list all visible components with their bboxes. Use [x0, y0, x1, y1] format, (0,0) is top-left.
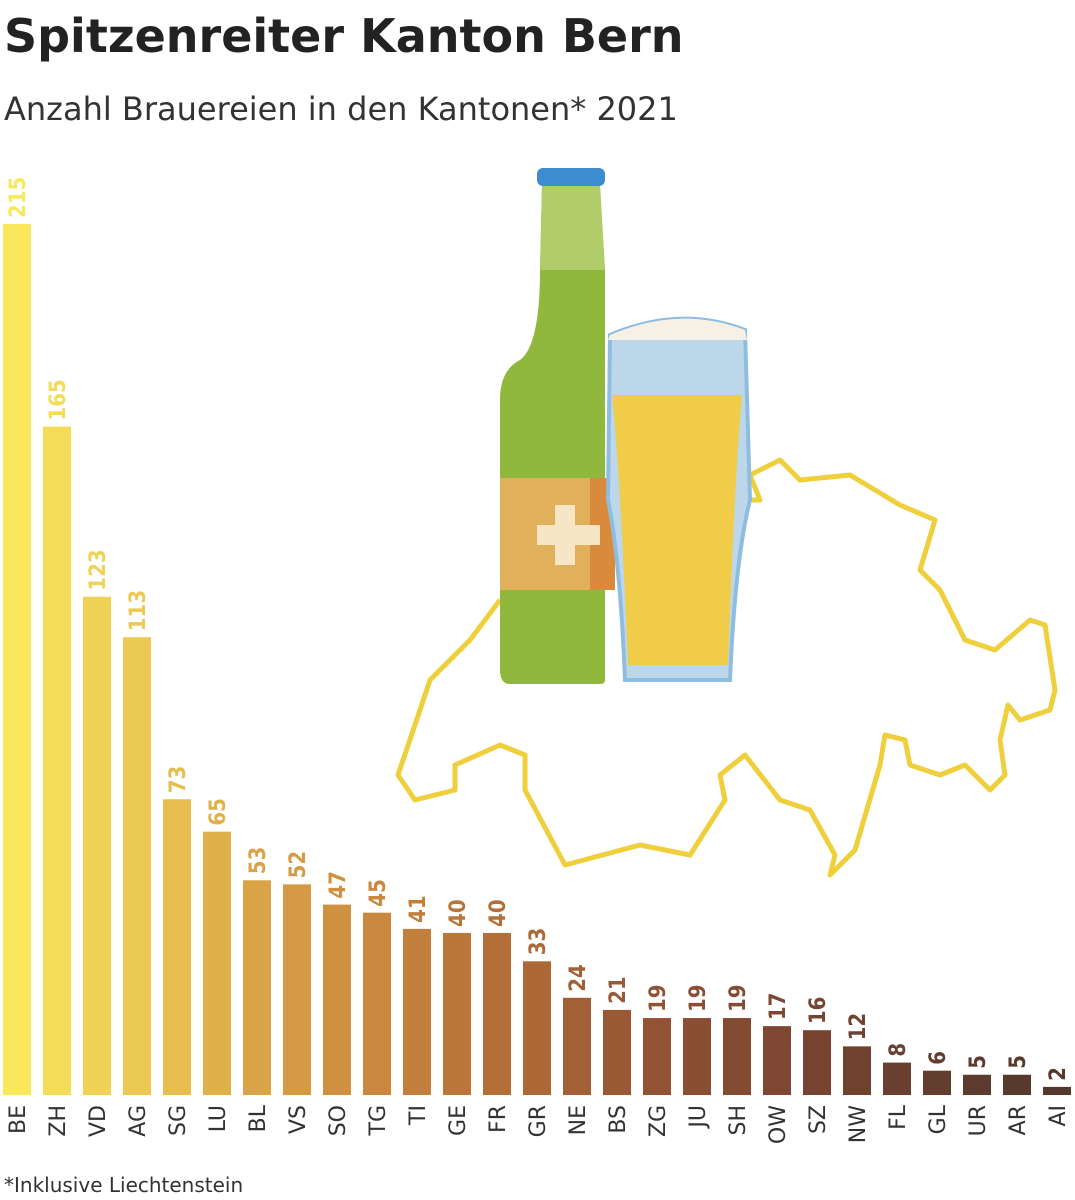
x-tick-label: UR: [966, 1105, 991, 1136]
x-tick-label: VD: [86, 1105, 111, 1137]
x-tick-label: ZH: [46, 1105, 71, 1137]
value-label: 19: [646, 984, 671, 1012]
value-label: 5: [1006, 1055, 1031, 1069]
bar: [603, 1009, 631, 1095]
bar: [163, 799, 191, 1095]
bar: [963, 1074, 991, 1095]
bar: [883, 1062, 911, 1095]
x-tick-label: GR: [526, 1105, 551, 1137]
bar: [643, 1018, 671, 1095]
value-label: 215: [6, 177, 31, 218]
value-label: 47: [326, 871, 351, 899]
value-label: 17: [766, 993, 791, 1021]
x-tick-label: TG: [366, 1105, 391, 1137]
bar: [803, 1030, 831, 1095]
x-tick-label: VS: [286, 1105, 311, 1134]
bar: [123, 637, 151, 1095]
x-tick-label: BS: [606, 1105, 631, 1134]
value-label: 41: [406, 895, 431, 923]
chart-title: Spitzenreiter Kanton Bern: [4, 9, 684, 63]
x-tick-label: NW: [846, 1105, 871, 1143]
bar: [843, 1046, 871, 1095]
bar: [1043, 1086, 1071, 1095]
value-label: 8: [886, 1043, 911, 1057]
value-label: 19: [726, 984, 751, 1012]
bar: [443, 932, 471, 1095]
x-tick-label: FL: [886, 1104, 911, 1130]
bar: [523, 961, 551, 1095]
bar: [403, 928, 431, 1095]
illustration: [395, 168, 1058, 878]
value-label: 165: [46, 379, 71, 420]
bar: [203, 831, 231, 1095]
value-label: 40: [486, 899, 511, 927]
value-label: 16: [806, 997, 831, 1025]
bar: [1003, 1074, 1031, 1095]
bar: [763, 1026, 791, 1095]
x-tick-label: FR: [486, 1105, 511, 1133]
bar: [3, 224, 31, 1095]
x-tick-label: SG: [166, 1105, 191, 1136]
x-tick-label: TI: [406, 1105, 431, 1126]
x-tick-label: AR: [1006, 1105, 1031, 1135]
x-tick-label: AG: [126, 1105, 151, 1137]
bar: [563, 997, 591, 1095]
x-tick-label: LU: [206, 1105, 231, 1132]
bar: [483, 932, 511, 1095]
x-tick-label: AI: [1046, 1105, 1071, 1127]
value-label: 40: [446, 899, 471, 927]
value-label: 33: [526, 928, 551, 956]
bar: [243, 880, 271, 1095]
value-label: 73: [166, 766, 191, 794]
x-tick-label: ZG: [646, 1105, 671, 1137]
value-label: 21: [606, 976, 631, 1004]
value-label: 52: [286, 851, 311, 879]
x-tick-label: OW: [766, 1105, 791, 1144]
footnote: *Inklusive Liechtenstein: [4, 1173, 243, 1197]
value-label: 19: [686, 984, 711, 1012]
value-label: 65: [206, 798, 231, 826]
bar: [323, 904, 351, 1095]
bar: [363, 912, 391, 1095]
value-label: 2: [1046, 1067, 1071, 1081]
x-tick-label: JU: [686, 1105, 711, 1130]
chart-subtitle: Anzahl Brauereien in den Kantonen* 2021: [4, 90, 678, 128]
x-tick-label: GL: [926, 1104, 951, 1134]
bar: [83, 596, 111, 1095]
bar: [923, 1070, 951, 1095]
value-label: 113: [126, 590, 151, 631]
bar: [723, 1018, 751, 1095]
bar: [683, 1018, 711, 1095]
bar: [283, 884, 311, 1095]
x-tick-label: BE: [6, 1105, 31, 1134]
x-tick-label: BL: [246, 1104, 271, 1132]
x-tick-label: SO: [326, 1105, 351, 1136]
x-tick-label: GE: [446, 1105, 471, 1136]
value-label: 12: [846, 1013, 871, 1041]
value-label: 24: [566, 964, 591, 992]
value-label: 45: [366, 879, 391, 907]
value-label: 6: [926, 1051, 951, 1065]
value-label: 53: [246, 847, 271, 875]
x-tick-label: SZ: [806, 1105, 831, 1134]
x-tick-label: SH: [726, 1105, 751, 1136]
bar: [43, 426, 71, 1096]
x-tick-label: NE: [566, 1105, 591, 1135]
value-label: 5: [966, 1055, 991, 1069]
value-label: 123: [86, 549, 111, 590]
